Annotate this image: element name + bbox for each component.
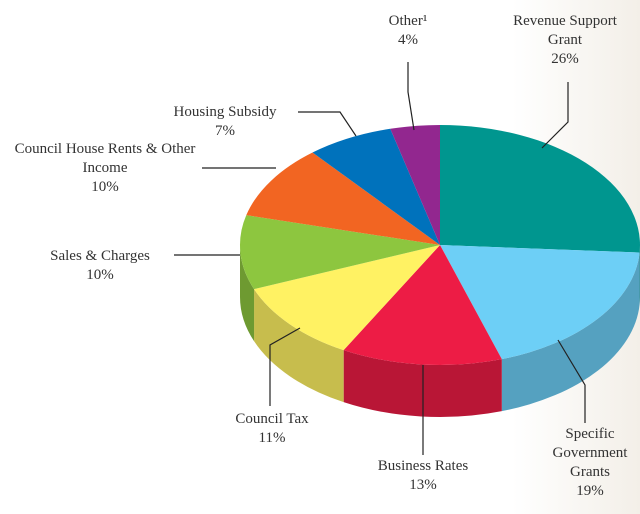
category-name: Business Rates — [377, 458, 469, 474]
slice — [254, 245, 440, 351]
value-label: 4% — [398, 32, 418, 48]
value-label: 10% — [91, 179, 119, 195]
slice-label: Council Tax 11% — [217, 410, 327, 448]
slice-side — [240, 245, 255, 342]
slice-label: Revenue Support Grant 26% — [500, 12, 630, 69]
value-label: 26% — [551, 51, 579, 67]
slice — [343, 245, 502, 365]
value-label: 7% — [215, 123, 235, 139]
slice-label: Housing Subsidy 7% — [150, 103, 300, 141]
category-name: Other¹ — [388, 13, 428, 29]
leader-line — [407, 62, 415, 131]
slice-label: Specific Government Grants 19% — [540, 425, 640, 501]
category-name: Council House Rents & Other Income — [14, 141, 196, 176]
leader-line — [298, 111, 357, 137]
category-name: Sales & Charges — [50, 248, 150, 264]
category-name: Housing Subsidy — [173, 104, 277, 120]
slice-label: Business Rates 13% — [358, 457, 488, 495]
slice-label: Council House Rents & Other Income 10% — [5, 140, 205, 197]
category-name: Revenue Support Grant — [513, 13, 617, 48]
slice — [239, 215, 440, 290]
slice — [440, 245, 640, 360]
value-label: 19% — [576, 483, 604, 499]
value-label: 11% — [258, 430, 286, 446]
slice-side — [254, 289, 344, 403]
slice-label: Sales & Charges 10% — [25, 247, 175, 285]
slice — [246, 152, 440, 245]
leader-line — [541, 82, 569, 149]
category-name: Specific Government Grants — [552, 426, 628, 480]
slice — [312, 128, 440, 245]
value-label: 10% — [86, 267, 114, 283]
value-label: 13% — [409, 477, 437, 493]
leader-line — [557, 339, 586, 423]
leader-line — [269, 327, 301, 406]
category-name: Council Tax — [235, 411, 309, 427]
slice — [390, 125, 440, 245]
slice — [440, 125, 640, 253]
slice-side — [501, 252, 640, 412]
slice-label: Other¹ 4% — [368, 12, 448, 50]
